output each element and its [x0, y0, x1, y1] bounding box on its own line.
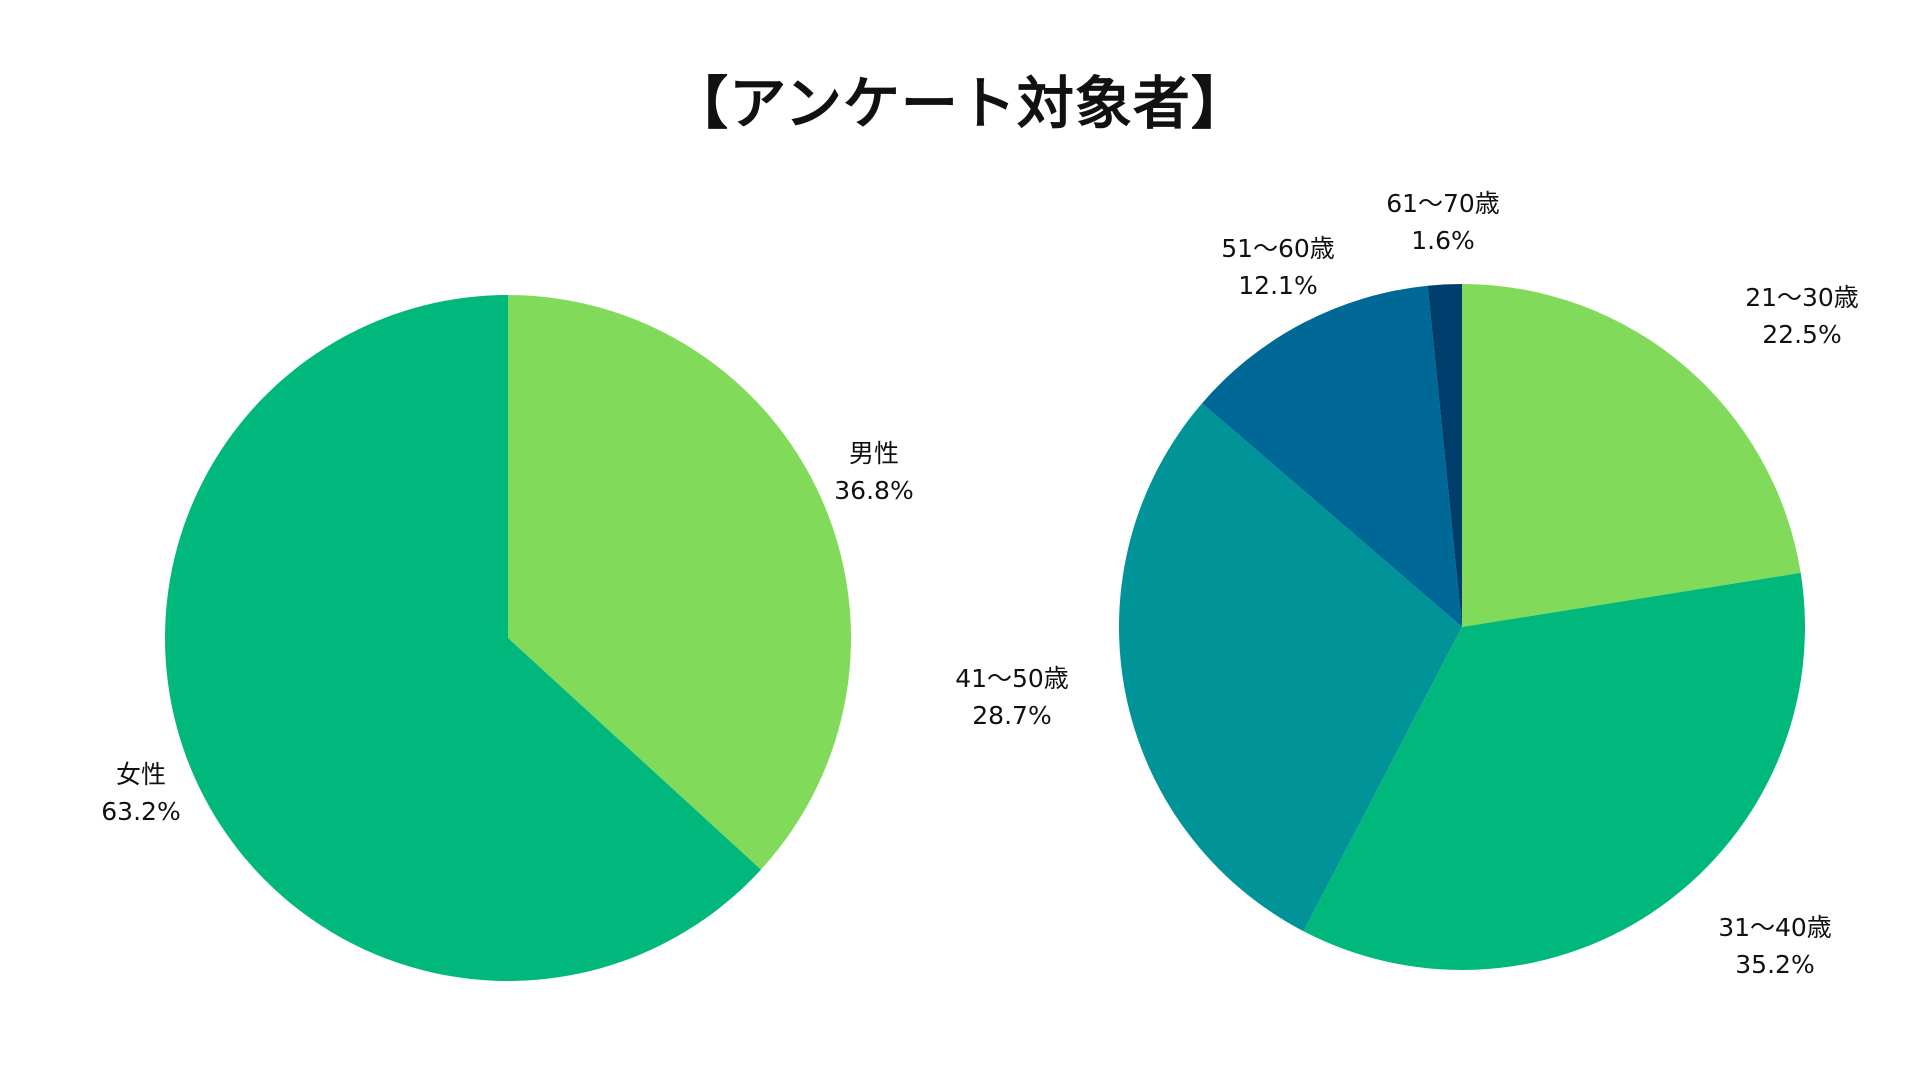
slice-label: 51〜60歳 12.1% [1221, 234, 1335, 300]
slice-label-value: 63.2% [101, 797, 180, 826]
slice-label-name: 51〜60歳 [1221, 234, 1335, 263]
slice-label-name: 21〜30歳 [1745, 283, 1859, 312]
pie-slice [1462, 284, 1801, 627]
page-title: 【アンケート対象者】 [671, 71, 1249, 137]
pie-slice [1427, 284, 1462, 627]
slice-label-name: 41〜50歳 [955, 664, 1069, 693]
age-pie-chart: 21〜30歳 22.5% 31〜40歳 35.2% 41〜50歳 28.7% 51〜60歳 1… [955, 189, 1859, 979]
pie-slice [508, 295, 852, 870]
slice-label-value: 12.1% [1238, 271, 1317, 300]
slice-label-name: 女性 [116, 760, 166, 789]
pie-slice [1303, 572, 1805, 971]
slice-label: 31〜40歳 35.2% [1718, 913, 1832, 979]
slice-label-value: 1.6% [1411, 226, 1475, 255]
slice-label: 21〜30歳 22.5% [1745, 283, 1859, 349]
slice-label-value: 36.8% [834, 476, 913, 505]
slice-label-name: 男性 [849, 439, 899, 468]
pie-slice [1118, 403, 1462, 932]
slice-label: 41〜50歳 28.7% [955, 664, 1069, 730]
pie-slice [165, 295, 761, 981]
slice-label: 男性 36.8% [834, 439, 913, 505]
slice-label-value: 35.2% [1735, 950, 1814, 979]
gender-pie-chart: 男性 36.8% 女性 63.2% [101, 295, 914, 981]
slice-label-value: 22.5% [1762, 320, 1841, 349]
slice-label-value: 28.7% [972, 701, 1051, 730]
slice-label: 女性 63.2% [101, 760, 180, 826]
slice-label-name: 61〜70歳 [1386, 189, 1500, 218]
pie-slice [1202, 285, 1462, 627]
slice-label-name: 31〜40歳 [1718, 913, 1832, 942]
slice-label: 61〜70歳 1.6% [1386, 189, 1500, 255]
